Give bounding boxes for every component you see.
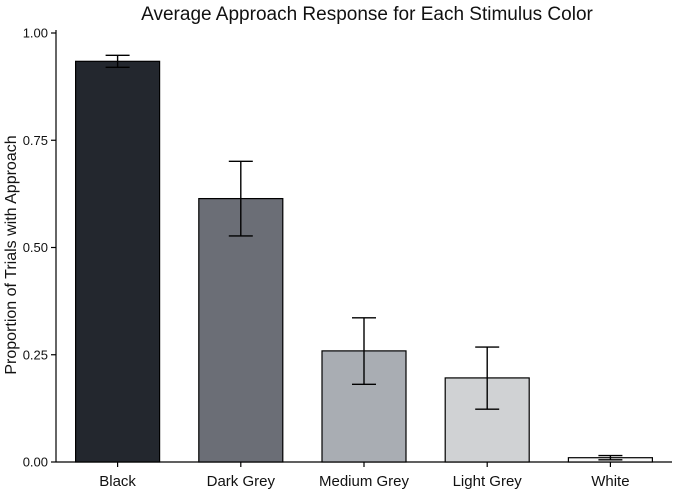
- y-tick-label: 0.00: [23, 455, 48, 470]
- bar: [198, 197, 284, 463]
- y-tick-label: 0.75: [23, 133, 48, 148]
- x-tick-label: Black: [99, 473, 136, 490]
- x-tick-label: Medium Grey: [319, 473, 410, 490]
- y-tick-label: 0.50: [23, 240, 48, 255]
- chart-title: Average Approach Response for Each Stimu…: [141, 4, 593, 25]
- x-tick-label: Dark Grey: [207, 473, 276, 490]
- bar: [74, 60, 161, 463]
- y-tick-label: 1.00: [23, 26, 48, 41]
- y-axis-label: Proportion of Trials with Approach: [3, 135, 20, 374]
- y-tick-label: 0.25: [23, 347, 48, 362]
- x-tick-label: White: [591, 473, 629, 490]
- x-tick-label: Light Grey: [453, 473, 523, 490]
- plot-area: 0.00 0.25 0.50 0.75 1.00 Black Dark Grey Medium…: [23, 26, 672, 490]
